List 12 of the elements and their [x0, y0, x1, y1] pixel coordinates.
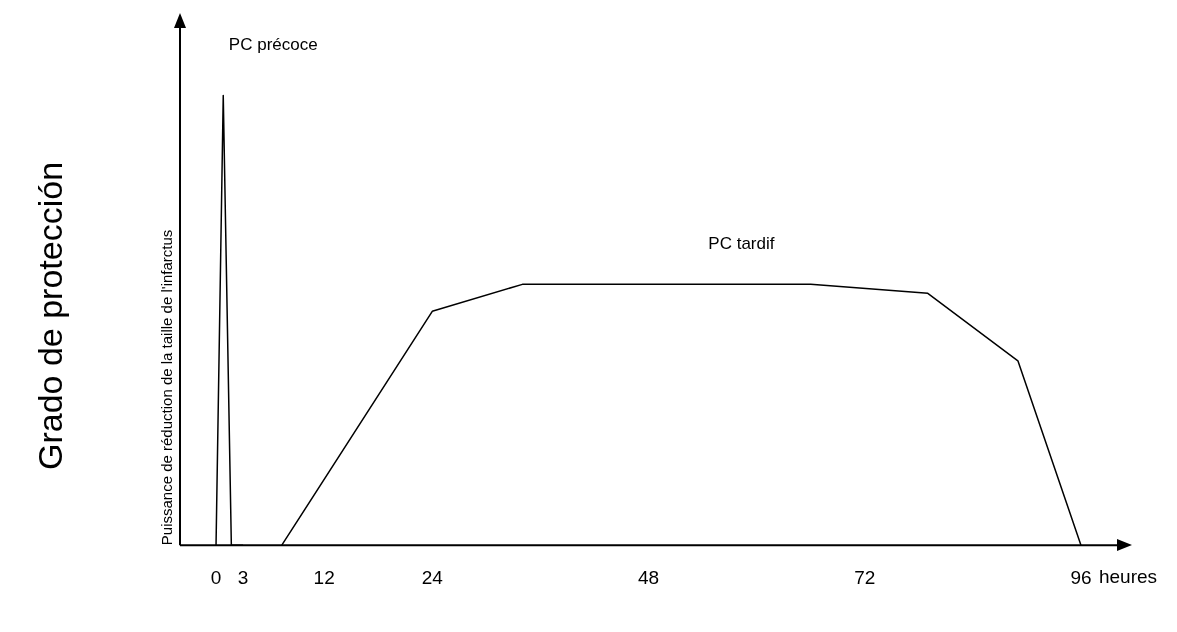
x-tick-label: 3: [237, 566, 249, 588]
text: Grado de protección: [30, 161, 70, 471]
x-axis-title: heures: [1098, 566, 1158, 588]
x-tick-label: 24: [421, 566, 444, 588]
x-tick-label: 12: [313, 566, 335, 588]
text: PC précoce: [228, 35, 318, 55]
x-tick-label: 48: [637, 566, 660, 588]
x-tick-label: 0: [210, 566, 222, 588]
x-tick-label: 72: [854, 566, 876, 588]
y-axis-title: Puissance de réduction de la taille de l'infarctus: [158, 229, 176, 546]
x-tick-label: 96: [1070, 566, 1092, 588]
annotation: PC tardif: [708, 234, 775, 254]
